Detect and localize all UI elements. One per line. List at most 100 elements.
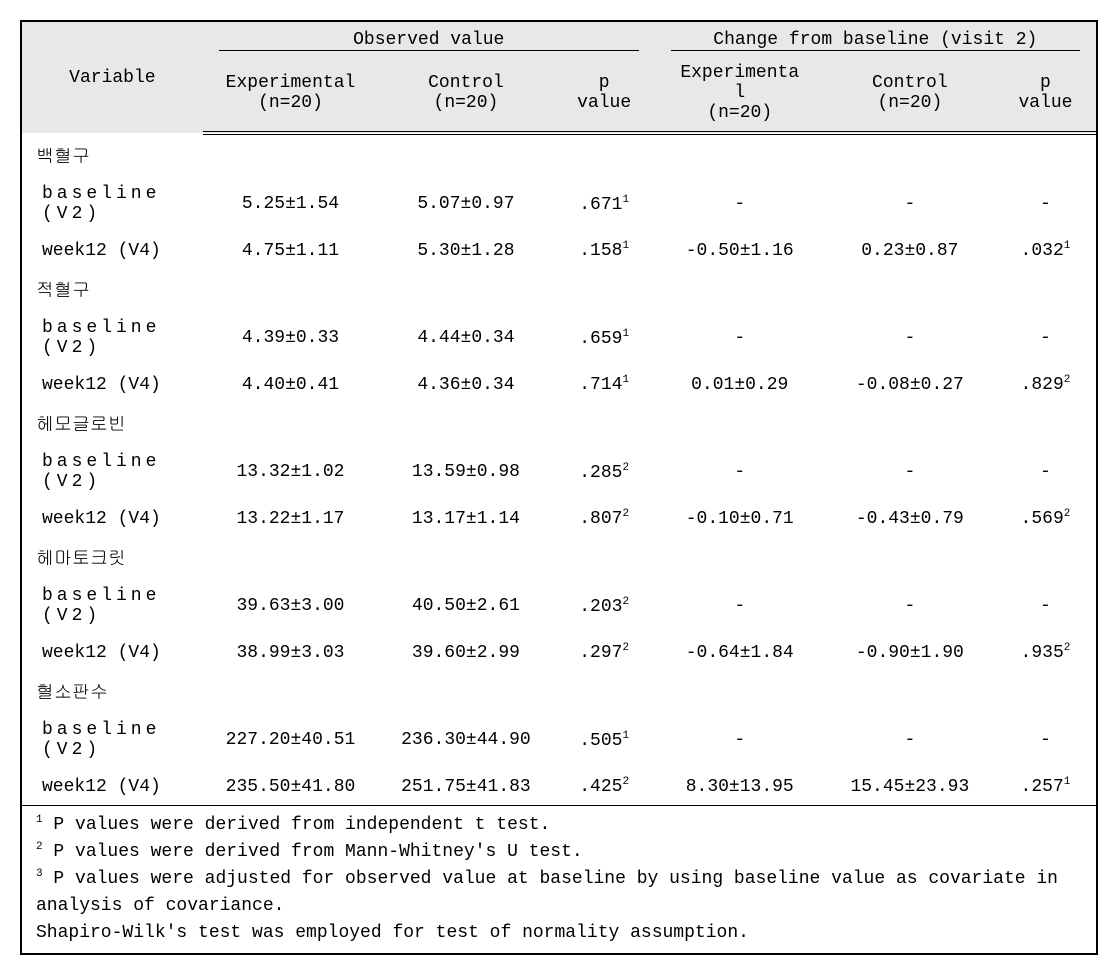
cell-ctl2: - [825,712,995,768]
row-label-baseline: baseline (V2) [22,444,203,500]
cell-p2-sup: 1 [1064,240,1071,252]
cell-p2: .9352 [995,634,1096,671]
cell-p-sup: 1 [622,328,629,340]
cell-exp: 38.99±3.03 [203,634,378,671]
header-p2-l2: value [1018,93,1072,113]
cell-exp-value: 13.22±1.17 [236,509,344,529]
cell-ctl2-value: - [904,730,915,750]
cell-p-value: .203 [579,597,622,617]
cell-ctl-value: 4.44±0.34 [417,328,514,348]
cell-p2-sup: 2 [1064,642,1071,654]
cell-exp-value: 38.99±3.03 [236,643,344,663]
cell-exp2: -0.10±0.71 [655,500,825,537]
header-p1: p value [554,55,655,133]
row-label-week12: week12 (V4) [22,768,203,806]
header-p1-l1: p [599,73,610,93]
header-exp2-l1: Experimenta [680,63,799,83]
footnotes-row: 1 P values were derived from independent… [22,806,1096,954]
footnote-3-text: P values were adjusted for observed valu… [36,869,1058,916]
cell-p-value: .714 [579,375,622,395]
cell-ctl: 5.30±1.28 [378,232,553,269]
cell-ctl2-value: -0.43±0.79 [856,509,964,529]
cell-p: .5051 [554,712,655,768]
cell-p: .6711 [554,176,655,232]
cell-exp: 235.50±41.80 [203,768,378,806]
table-row: baseline (V2)5.25±1.545.07±0.97.6711--- [22,176,1096,232]
cell-exp-value: 5.25±1.54 [242,194,339,214]
cell-p-value: .285 [579,463,622,483]
cell-exp: 4.39±0.33 [203,310,378,366]
cell-ctl: 40.50±2.61 [378,578,553,634]
cell-ctl2: - [825,578,995,634]
row-label-week12: week12 (V4) [22,500,203,537]
row-label-baseline: baseline (V2) [22,712,203,768]
header-variable: Variable [22,22,203,133]
cell-p-value: .297 [579,643,622,663]
header-exp2-l2: l [734,83,745,103]
footnotes-cell: 1 P values were derived from independent… [22,806,1096,954]
header-observed-group: Observed value [203,22,655,55]
cell-exp2-value: 8.30±13.95 [686,777,794,797]
cell-exp-value: 227.20±40.51 [226,730,356,750]
cell-ctl2-value: 15.45±23.93 [850,777,969,797]
cell-ctl2: 15.45±23.93 [825,768,995,806]
cell-ctl: 4.44±0.34 [378,310,553,366]
header-ctl2-l2: (n=20) [877,93,942,113]
cell-p2-sup: 1 [1064,776,1071,788]
cell-exp2-value: - [734,596,745,616]
table-row: baseline (V2)4.39±0.334.44±0.34.6591--- [22,310,1096,366]
cell-ctl2-value: -0.08±0.27 [856,375,964,395]
cell-ctl: 4.36±0.34 [378,366,553,403]
cell-p2: - [995,578,1096,634]
cell-ctl: 13.59±0.98 [378,444,553,500]
cell-ctl: 251.75±41.83 [378,768,553,806]
cell-ctl2: -0.90±1.90 [825,634,995,671]
table-row: week12 (V4)235.50±41.80251.75±41.83.4252… [22,768,1096,806]
header-change-group: Change from baseline (visit 2) [655,22,1096,55]
cell-exp2: - [655,176,825,232]
cell-exp-value: 13.32±1.02 [236,462,344,482]
cell-p-sup: 2 [622,776,629,788]
cell-exp: 39.63±3.00 [203,578,378,634]
header-ctl1-l1: Control [428,73,504,93]
cell-exp2-value: 0.01±0.29 [691,375,788,395]
cell-ctl-value: 4.36±0.34 [417,375,514,395]
cell-ctl2-value: - [904,194,915,214]
footnote-2-sup: 2 [36,841,43,853]
header-ctl1: Control (n=20) [378,55,553,133]
cell-exp: 227.20±40.51 [203,712,378,768]
cell-ctl: 13.17±1.14 [378,500,553,537]
cell-p2: - [995,712,1096,768]
cell-p2-value: .032 [1021,241,1064,261]
header-p2: p value [995,55,1096,133]
section-label-row: 적혈구 [22,269,1096,310]
section-label: 헤마토크릿 [22,537,1096,578]
cell-exp2-value: -0.50±1.16 [686,241,794,261]
row-label-week12: week12 (V4) [22,366,203,403]
cell-ctl2: - [825,444,995,500]
cell-exp: 13.32±1.02 [203,444,378,500]
cell-p2: .5692 [995,500,1096,537]
section-label-row: 헤마토크릿 [22,537,1096,578]
cell-p2-value: .569 [1021,509,1064,529]
cell-p2-value: .935 [1021,643,1064,663]
row-label-baseline: baseline (V2) [22,578,203,634]
cell-exp-value: 39.63±3.00 [236,596,344,616]
cell-p: .7141 [554,366,655,403]
header-p2-l1: p [1040,73,1051,93]
cell-ctl2: -0.08±0.27 [825,366,995,403]
cell-exp2: - [655,578,825,634]
cell-exp-value: 4.39±0.33 [242,328,339,348]
cell-exp2: -0.50±1.16 [655,232,825,269]
cell-p2-value: - [1040,462,1051,482]
cell-p-value: .807 [579,509,622,529]
cell-p2: - [995,444,1096,500]
stats-table-container: Variable Observed value Change from base… [20,20,1098,955]
section-label: 백혈구 [22,133,1096,176]
header-exp2: Experimenta l (n=20) [655,55,825,133]
cell-p2-value: - [1040,596,1051,616]
row-label-baseline: baseline (V2) [22,176,203,232]
cell-p-sup: 1 [622,374,629,386]
cell-p2-value: - [1040,328,1051,348]
cell-ctl-value: 5.07±0.97 [417,194,514,214]
